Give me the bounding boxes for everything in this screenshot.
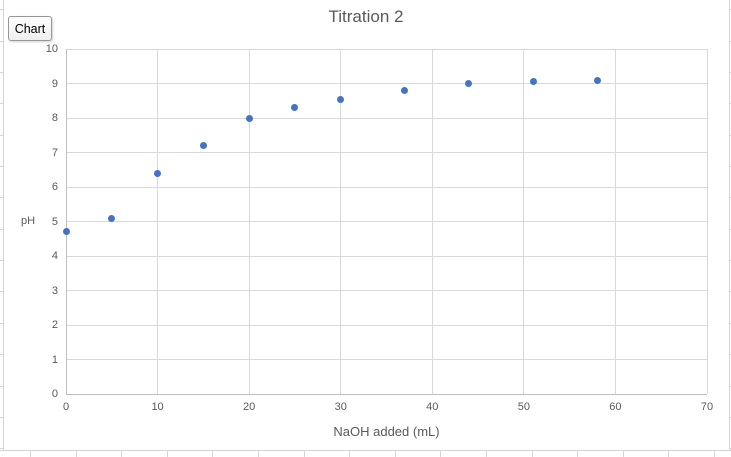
sheet-row-line	[729, 134, 731, 136]
sheet-row-line	[0, 40, 3, 42]
sheet-row-line	[0, 9, 3, 11]
y-tick-label: 4	[51, 250, 58, 262]
sheet-col-line	[577, 450, 579, 457]
data-point[interactable]	[291, 104, 299, 112]
sheet-row-line	[729, 291, 731, 293]
data-point[interactable]	[465, 80, 473, 87]
data-point[interactable]	[62, 228, 70, 236]
sheet-col-line	[486, 450, 487, 457]
x-tick-label: 40	[426, 401, 439, 413]
sheet-row-line	[0, 260, 3, 262]
y-tick-label: 2	[51, 319, 58, 331]
sheet-row-line	[0, 448, 3, 450]
sheet-row-line	[729, 103, 731, 105]
sheet-row-line	[729, 197, 731, 199]
sheet-row-line	[0, 134, 3, 136]
h-gridline	[66, 117, 707, 119]
sheet-col-line	[394, 450, 396, 457]
data-point[interactable]	[593, 76, 601, 84]
sheet-row-line	[729, 416, 731, 418]
x-axis-line	[66, 393, 707, 395]
sheet-row-line	[0, 354, 3, 356]
sheet-row-line	[0, 166, 3, 168]
sheet-row-line	[0, 228, 3, 230]
data-point[interactable]	[245, 114, 253, 122]
h-gridline	[66, 186, 707, 188]
x-tick-label: 20	[243, 401, 256, 413]
h-gridline	[66, 359, 707, 360]
sheet-row-line	[729, 354, 731, 356]
sheet-row-line	[729, 72, 731, 73]
sheet-col-line	[75, 450, 77, 457]
h-gridline	[66, 255, 707, 257]
sheet-row-line	[0, 197, 3, 199]
chart-title[interactable]: Titration 2	[328, 7, 404, 26]
x-tick-label: 30	[334, 401, 347, 413]
h-gridline	[66, 290, 707, 291]
sheet-col-line	[121, 450, 123, 457]
sheet-col-line	[212, 450, 214, 457]
data-point[interactable]	[108, 214, 116, 222]
sheet-row-line	[729, 448, 731, 450]
h-gridline	[66, 324, 707, 326]
sheet-col-line	[258, 450, 259, 457]
h-gridline	[66, 48, 707, 50]
sheet-col-line	[714, 450, 715, 457]
sheet-col-line	[349, 450, 351, 457]
sheet-row-line	[729, 260, 731, 262]
sheet-col-line	[440, 450, 442, 457]
h-gridline	[66, 152, 707, 153]
y-tick-label: 1	[51, 353, 58, 366]
y-tick-label: 5	[51, 215, 58, 228]
x-tick-label: 70	[700, 401, 714, 413]
sheet-col-line	[30, 450, 31, 457]
y-axis-line	[65, 49, 67, 394]
data-point[interactable]	[401, 86, 409, 94]
y-tick-label: 6	[51, 181, 58, 193]
x-tick-label: 10	[151, 401, 164, 413]
sheet-row-line	[0, 103, 3, 105]
sheet-col-line	[531, 450, 533, 457]
sheet-row-line	[0, 416, 3, 418]
y-tick-label: 8	[51, 112, 58, 124]
chart-object[interactable]	[3, 0, 730, 451]
sheet-row-line	[0, 385, 3, 387]
sheet-row-line	[0, 72, 3, 73]
y-tick-label: 7	[51, 146, 58, 159]
sheet-bottom-line	[0, 450, 731, 451]
sheet-row-line	[0, 322, 3, 324]
sheet-row-line	[729, 166, 731, 168]
data-point[interactable]	[529, 78, 537, 86]
sheet-col-line	[668, 450, 670, 457]
x-tick-label: 50	[517, 401, 530, 413]
x-axis-title[interactable]: NaOH added (mL)	[333, 424, 440, 439]
h-gridline	[66, 221, 707, 222]
data-point[interactable]	[154, 169, 162, 177]
x-tick-label: 60	[609, 401, 622, 413]
y-axis-title[interactable]: pH	[20, 215, 36, 227]
data-point[interactable]	[337, 95, 345, 103]
data-point[interactable]	[199, 142, 207, 150]
sheet-row-line	[729, 228, 731, 230]
sheet-row-line	[729, 385, 731, 387]
x-tick-label: 0	[62, 401, 70, 413]
y-tick-label: 0	[51, 388, 58, 400]
sheet-col-line	[303, 450, 305, 457]
y-tick-label: 9	[51, 77, 58, 90]
sheet-col-line	[622, 450, 624, 457]
h-gridline	[66, 83, 707, 84]
sheet-row-line	[729, 322, 731, 324]
v-gridline	[706, 49, 708, 394]
sheet-row-line	[729, 40, 731, 42]
chart-type-button[interactable]: Chart	[8, 16, 52, 41]
y-tick-label: 10	[45, 43, 58, 55]
y-tick-label: 3	[51, 284, 58, 297]
sheet-row-line	[0, 291, 3, 293]
sheet-col-line	[166, 450, 168, 457]
sheet-row-line	[729, 9, 731, 11]
